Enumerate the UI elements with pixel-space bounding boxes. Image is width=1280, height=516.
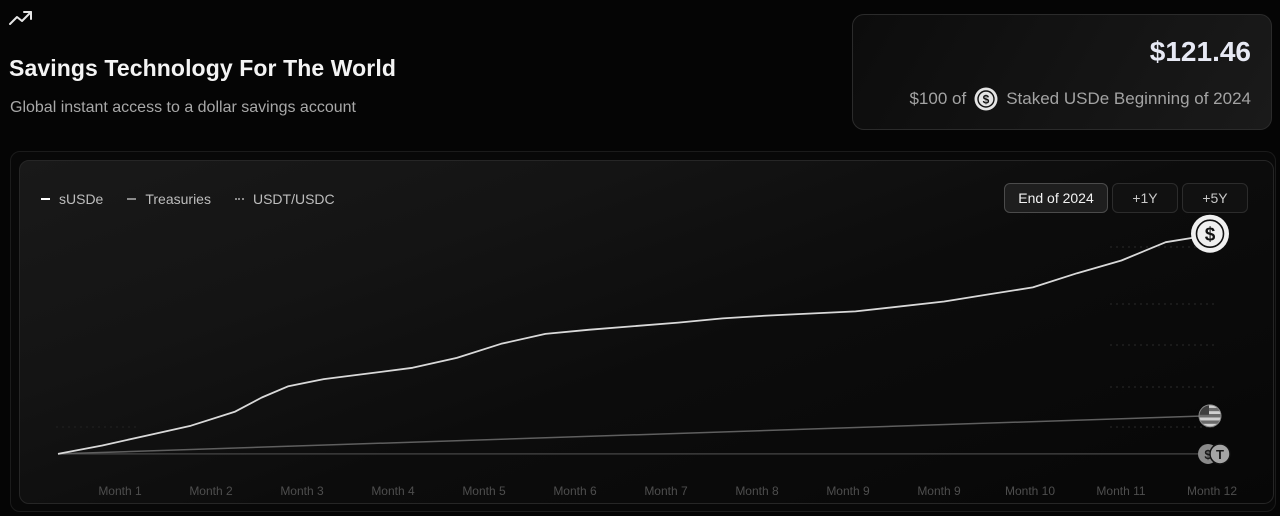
dollar-coin-icon: $: [974, 87, 998, 111]
value-caption: $100 of $ Staked USDe Beginning of 2024: [909, 87, 1251, 111]
x-tick-label: Month 7: [644, 484, 688, 498]
x-tick-label: Month 11: [1096, 484, 1145, 498]
flag-stripe: [1199, 420, 1221, 424]
flag-stripe: [1199, 417, 1221, 421]
x-tick-label: Month 4: [371, 484, 415, 498]
flag-stripe: [1199, 411, 1221, 415]
flag-stripe: [1199, 423, 1221, 427]
x-tick-label: Month 10: [1005, 484, 1055, 498]
legend-swatch-susde: [41, 198, 50, 200]
flag-stripe: [1199, 414, 1221, 418]
dollar-coin-icon-ring: [1195, 219, 1225, 249]
x-tick-label: Month 9: [826, 484, 870, 498]
x-tick-label: Month 3: [280, 484, 324, 498]
legend-swatch-usdt-usdc: [234, 198, 244, 200]
x-tick-label: Month 8: [735, 484, 779, 498]
legend-item-susde[interactable]: sUSDe: [41, 191, 103, 207]
page-subtitle: Global instant access to a dollar saving…: [10, 99, 356, 116]
value-caption-suffix: Staked USDe Beginning of 2024: [1006, 89, 1251, 108]
x-tick-label: Month 2: [189, 484, 233, 498]
series-line-treasuries: [57, 415, 1211, 455]
tab-plus-5y[interactable]: +5Y: [1182, 183, 1248, 213]
flag-stripe: [1199, 404, 1221, 408]
tab-plus-1y[interactable]: +1Y: [1112, 183, 1178, 213]
us-flag-icon-ring: [1198, 404, 1222, 428]
value-card: $121.46 $100 of $ Staked USDe Beginning …: [852, 14, 1272, 130]
tab-end-of-2024[interactable]: End of 2024: [1004, 183, 1108, 213]
dollar-coin-icon-glyph: $: [1205, 225, 1216, 246]
svg-text:$: $: [983, 92, 990, 106]
line-chart: Month 1 Month 2 Month 3 Month 4 Month 5 Month…: [56, 214, 1237, 498]
usdt-coin-icon-glyph: T: [1216, 447, 1224, 462]
legend-label-treasuries: Treasuries: [145, 191, 211, 207]
page-title: Savings Technology For The World: [9, 55, 396, 81]
legend-item-usdt-usdc[interactable]: USDT/USDC: [234, 191, 335, 207]
legend-swatch-treasuries: [127, 198, 137, 200]
series-line-susde: [57, 232, 1211, 455]
value-caption-prefix: $100 of: [909, 89, 967, 108]
usdc-coin-icon-glyph: $: [1204, 447, 1212, 462]
x-tick-label: Month 9: [917, 484, 961, 498]
x-tick-label: Month 1: [98, 484, 142, 498]
value-amount: $121.46: [1149, 36, 1251, 67]
legend-label-usdt-usdc: USDT/USDC: [252, 191, 335, 207]
legend-label-susde: sUSDe: [59, 191, 104, 207]
usdt-coin-icon: [1209, 443, 1231, 465]
flag-canton: [1199, 404, 1209, 415]
flag-stripe: [1199, 407, 1221, 412]
trending-up-icon: [9, 11, 32, 25]
x-tick-label: Month 5: [462, 484, 506, 498]
us-flag-icon: [1199, 404, 1221, 427]
legend-item-treasuries[interactable]: Treasuries: [127, 191, 211, 207]
chart-legend: sUSDe Treasuries USDT/USDC: [41, 191, 335, 207]
x-tick-label: Month 6: [553, 484, 597, 498]
x-tick-label: Month 12: [1187, 484, 1237, 498]
chart-panel: sUSDe Treasuries USDT/USDC End of 2024 +…: [19, 160, 1274, 504]
range-tabs: End of 2024 +1Y +5Y: [1004, 183, 1248, 213]
